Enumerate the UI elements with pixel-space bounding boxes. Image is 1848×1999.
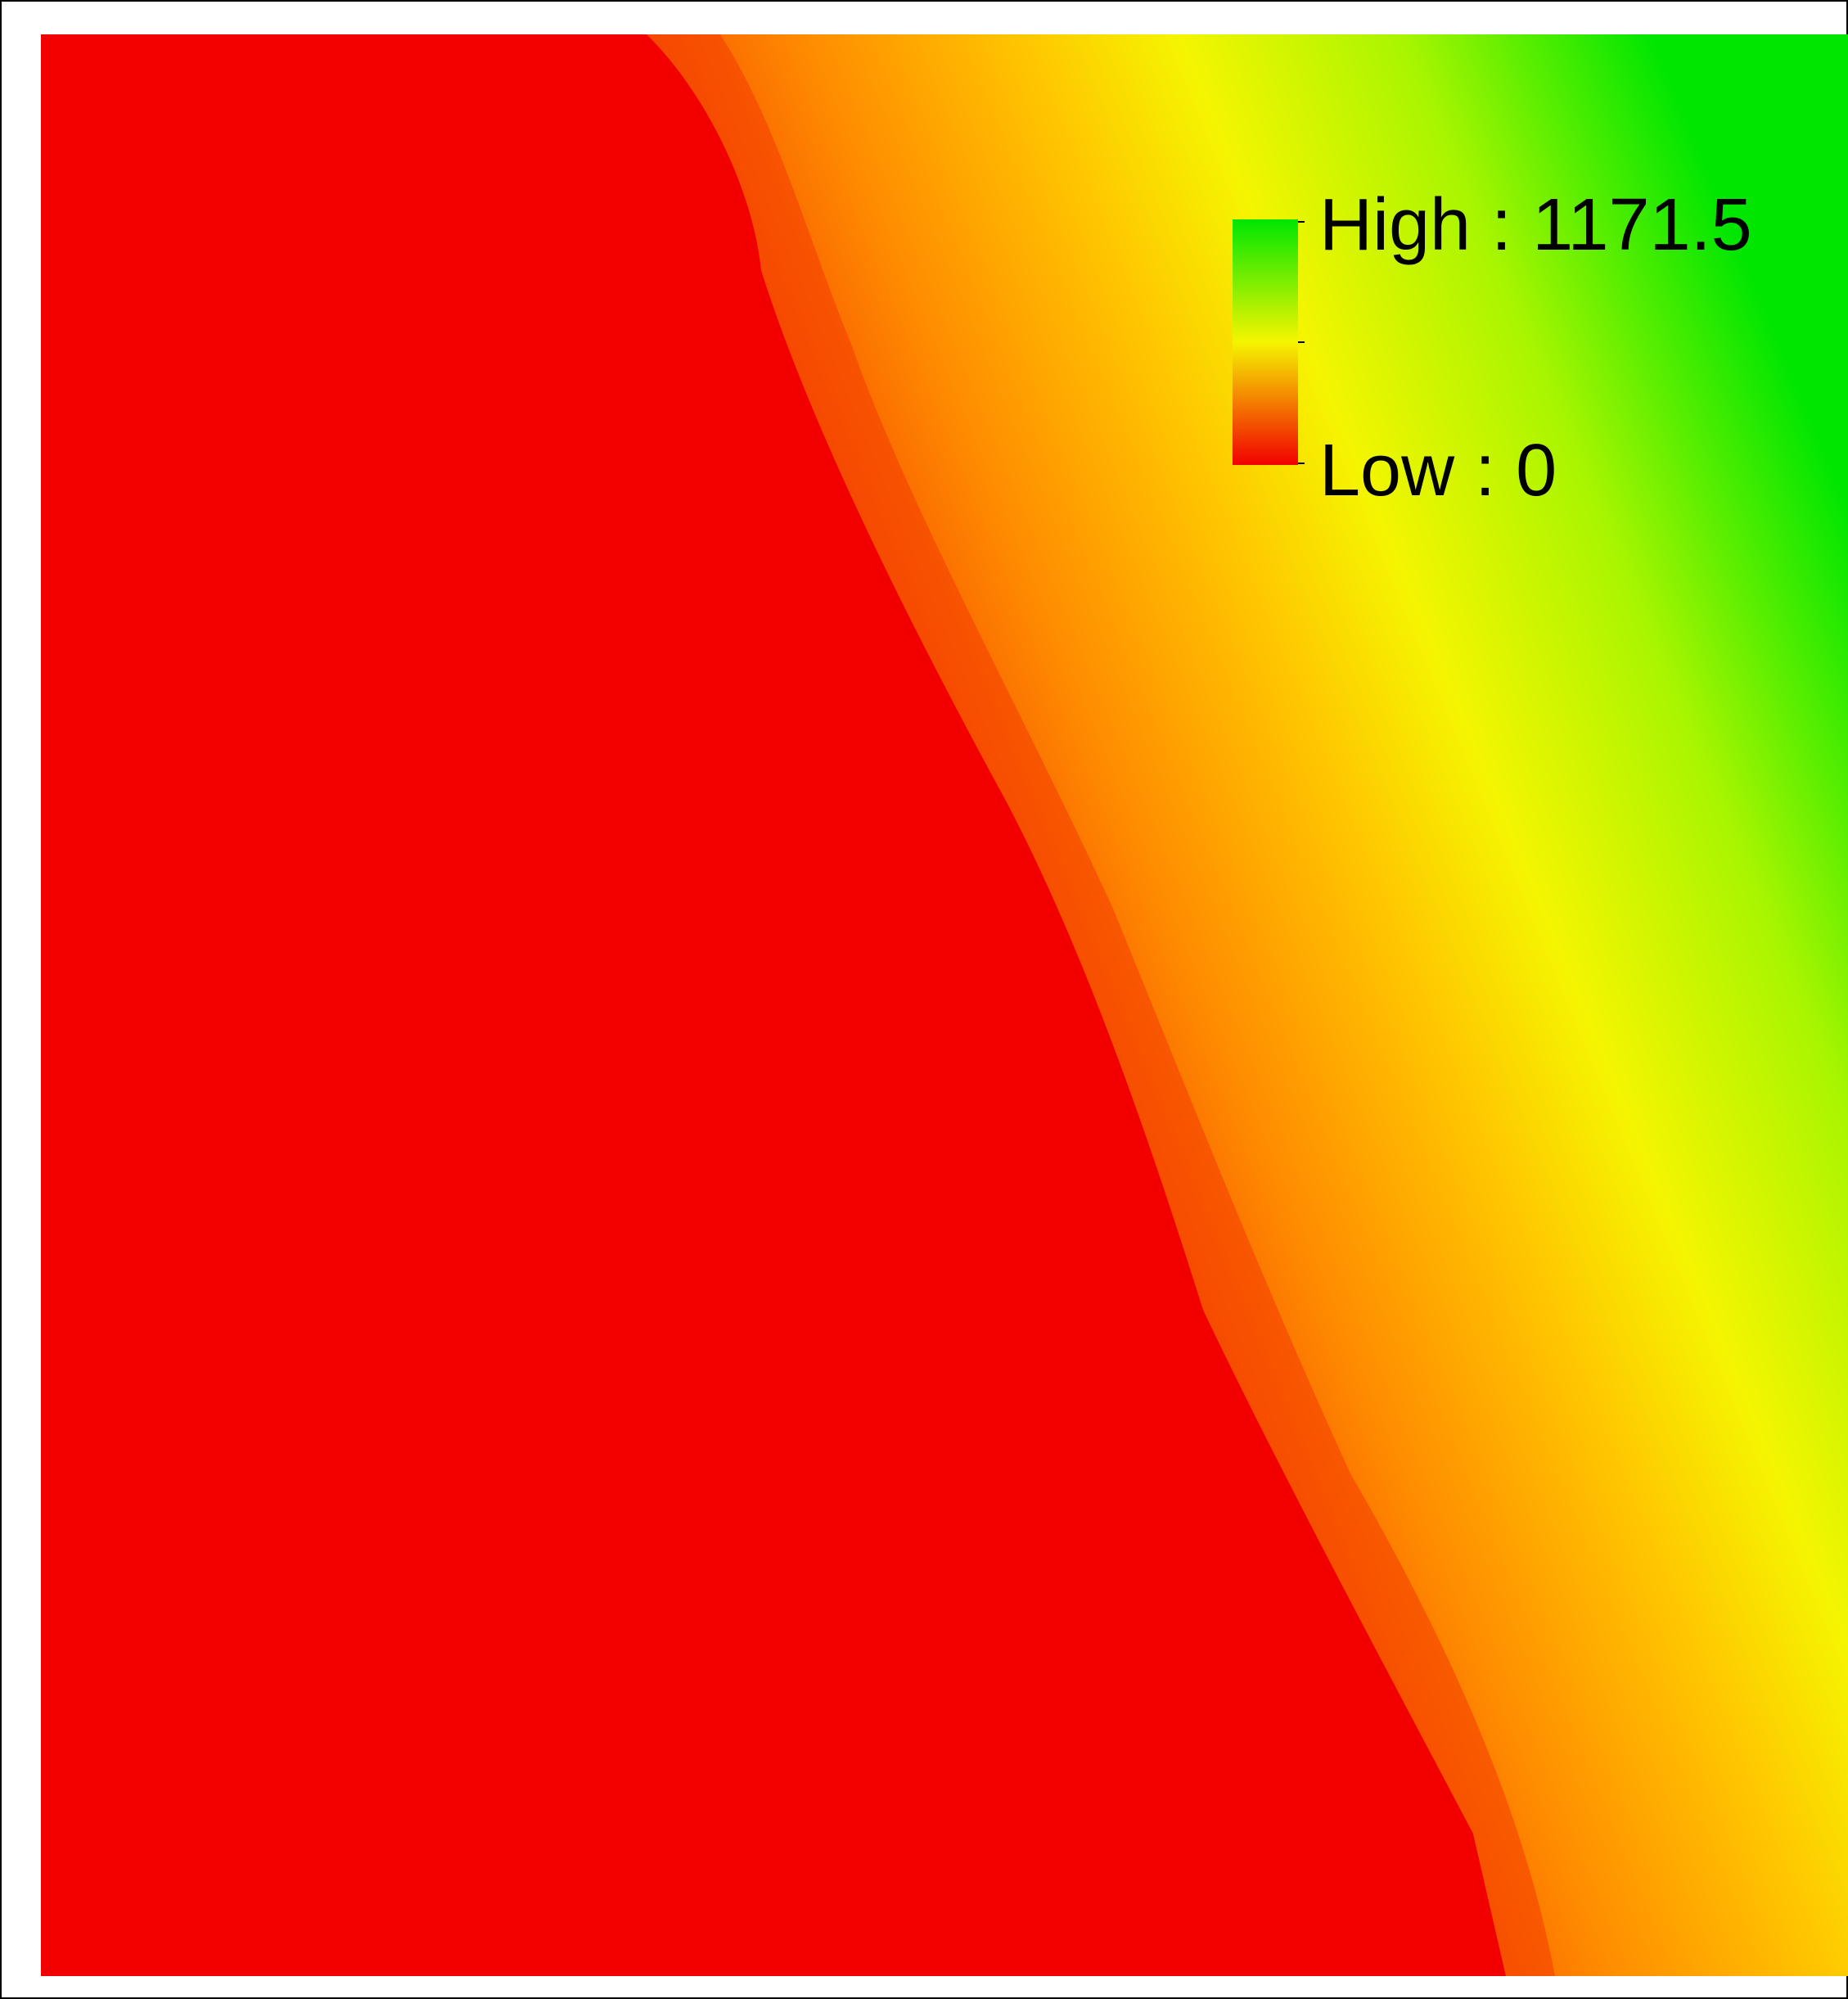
legend-high-label: High : 1171.5 bbox=[1319, 184, 1752, 266]
legend-color-ramp bbox=[1233, 219, 1298, 465]
low-value-region bbox=[41, 34, 1506, 1976]
legend-low-label: Low : 0 bbox=[1319, 430, 1557, 512]
transition-band bbox=[647, 34, 1555, 1976]
